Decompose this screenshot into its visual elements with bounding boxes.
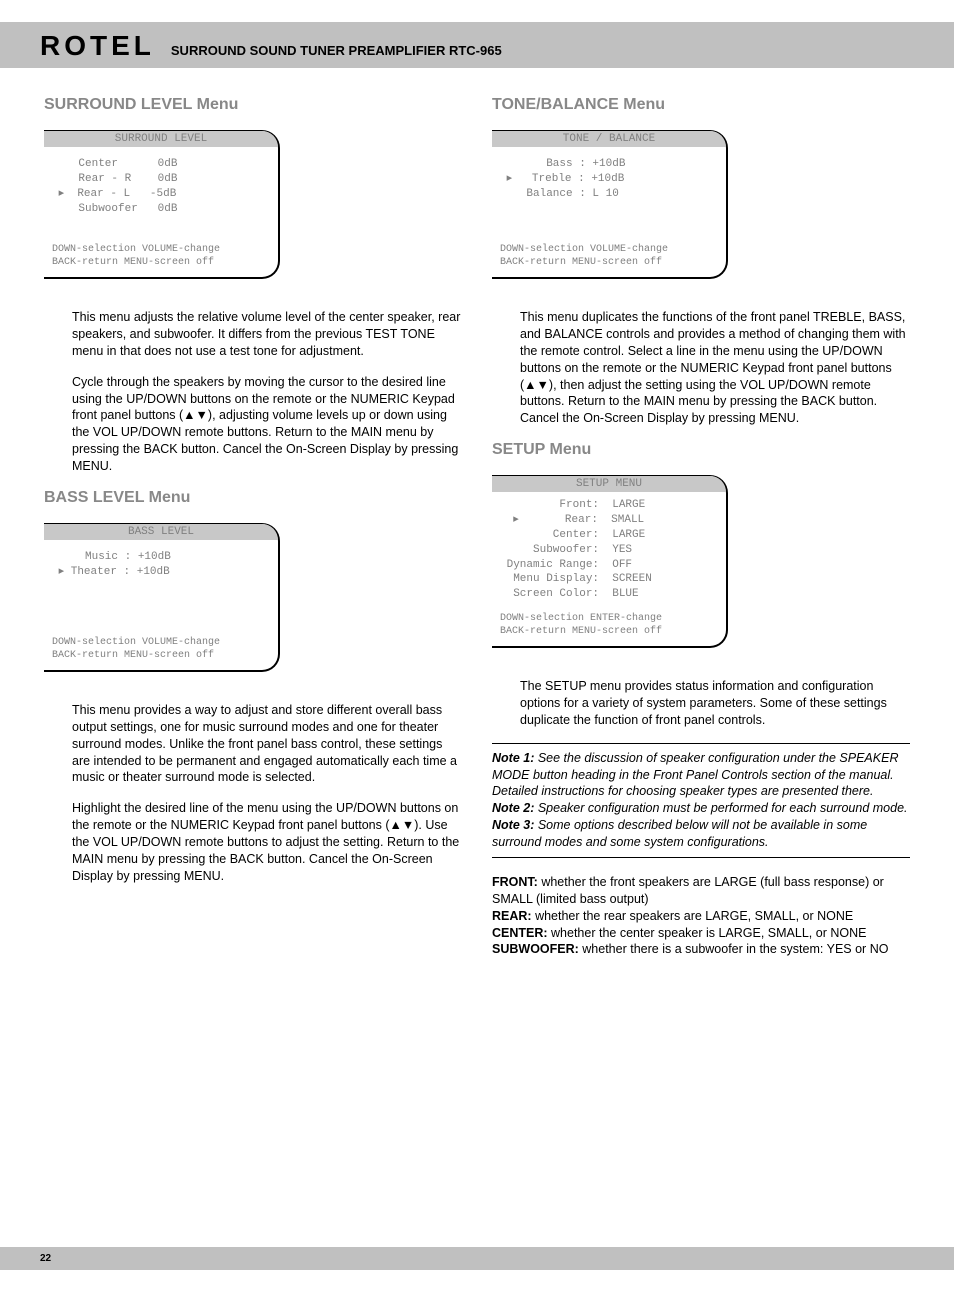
def-sub-text: whether there is a subwoofer in the syst… xyxy=(582,942,888,956)
note3-text: Some options described below will not be… xyxy=(492,818,867,849)
bass-para2: Highlight the desired line of the menu u… xyxy=(44,800,462,884)
menu-line: ▸ Treble : +10dB xyxy=(500,172,718,187)
note3: Note 3: Some options described below wil… xyxy=(492,817,910,851)
menu-line: Rear - R 0dB xyxy=(52,172,270,187)
note2-text: Speaker configuration must be performed … xyxy=(538,801,908,815)
menu-line: ▸ Rear: SMALL xyxy=(500,513,718,528)
bass-para1: This menu provides a way to adjust and s… xyxy=(44,702,462,786)
tone-balance-menu: TONE / BALANCE Bass : +10dB ▸ Treble : +… xyxy=(492,130,728,279)
menu-line: Subwoofer: YES xyxy=(500,543,718,558)
menu-line: Dynamic Range: OFF xyxy=(500,558,718,573)
menu-line: ▸ Theater : +10dB xyxy=(52,565,270,580)
content-area: SURROUND LEVEL Menu SURROUND LEVEL Cente… xyxy=(0,68,954,958)
def-center-text: whether the center speaker is LARGE, SMA… xyxy=(551,926,866,940)
def-sub-label: SUBWOOFER: xyxy=(492,942,582,956)
menu-body: Music : +10dB ▸ Theater : +10dB xyxy=(44,540,278,630)
setup-menu: SETUP MENU Front: LARGE ▸ Rear: SMALL Ce… xyxy=(492,475,728,648)
menu-line: Menu Display: SCREEN xyxy=(500,572,718,587)
menu-body: Bass : +10dB ▸ Treble : +10dB Balance : … xyxy=(492,147,726,237)
menu-footer-line: BACK-return MENU-screen off xyxy=(52,649,270,662)
menu-line: Subwoofer 0dB xyxy=(52,202,270,217)
bass-level-heading: BASS LEVEL Menu xyxy=(44,489,462,507)
menu-footer: DOWN-selection VOLUME-change BACK-return… xyxy=(492,237,726,277)
menu-line: Center: LARGE xyxy=(500,528,718,543)
def-front-text: whether the front speakers are LARGE (fu… xyxy=(492,875,884,906)
note1: Note 1: See the discussion of speaker co… xyxy=(492,750,910,801)
page-footer: 22 xyxy=(0,1247,954,1270)
menu-body: Center 0dB Rear - R 0dB ▸ Rear - L -5dB … xyxy=(44,147,278,237)
def-center: CENTER: whether the center speaker is LA… xyxy=(492,925,910,942)
def-front-label: FRONT: xyxy=(492,875,541,889)
def-center-label: CENTER: xyxy=(492,926,551,940)
def-front: FRONT: whether the front speakers are LA… xyxy=(492,874,910,908)
note1-text: See the discussion of speaker configurat… xyxy=(492,751,898,799)
menu-title: SETUP MENU xyxy=(492,476,726,492)
surround-level-heading: SURROUND LEVEL Menu xyxy=(44,96,462,114)
surround-para1: This menu adjusts the relative volume le… xyxy=(44,309,462,360)
header-bar: ROTEL SURROUND SOUND TUNER PREAMPLIFIER … xyxy=(0,22,954,68)
menu-title: SURROUND LEVEL xyxy=(44,131,278,147)
menu-title: TONE / BALANCE xyxy=(492,131,726,147)
surround-para2: Cycle through the speakers by moving the… xyxy=(44,374,462,475)
note2: Note 2: Speaker configuration must be pe… xyxy=(492,800,910,817)
note2-label: Note 2: xyxy=(492,801,538,815)
menu-line: Screen Color: BLUE xyxy=(500,587,718,602)
menu-line: ▸ Rear - L -5dB xyxy=(52,187,270,202)
notes-box: Note 1: See the discussion of speaker co… xyxy=(492,743,910,858)
setup-heading: SETUP Menu xyxy=(492,441,910,459)
menu-line: Center 0dB xyxy=(52,157,270,172)
menu-body: Front: LARGE ▸ Rear: SMALL Center: LARGE… xyxy=(492,492,726,606)
menu-line: Front: LARGE xyxy=(500,498,718,513)
menu-footer: DOWN-selection VOLUME-change BACK-return… xyxy=(44,237,278,277)
surround-level-menu: SURROUND LEVEL Center 0dB Rear - R 0dB ▸… xyxy=(44,130,280,279)
def-rear-text: whether the rear speakers are LARGE, SMA… xyxy=(535,909,853,923)
menu-footer-line: DOWN-selection ENTER-change xyxy=(500,612,718,625)
menu-footer-line: BACK-return MENU-screen off xyxy=(500,256,718,269)
menu-line: Bass : +10dB xyxy=(500,157,718,172)
tone-balance-heading: TONE/BALANCE Menu xyxy=(492,96,910,114)
def-sub: SUBWOOFER: whether there is a subwoofer … xyxy=(492,941,910,958)
note1-label: Note 1: xyxy=(492,751,538,765)
menu-footer-line: BACK-return MENU-screen off xyxy=(52,256,270,269)
menu-line: Music : +10dB xyxy=(52,550,270,565)
menu-footer: DOWN-selection ENTER-change BACK-return … xyxy=(492,606,726,646)
def-rear-label: REAR: xyxy=(492,909,535,923)
menu-footer-line: DOWN-selection VOLUME-change xyxy=(500,243,718,256)
note3-label: Note 3: xyxy=(492,818,538,832)
menu-footer-line: BACK-return MENU-screen off xyxy=(500,625,718,638)
menu-footer: DOWN-selection VOLUME-change BACK-return… xyxy=(44,630,278,670)
menu-footer-line: DOWN-selection VOLUME-change xyxy=(52,243,270,256)
page-number: 22 xyxy=(40,1253,51,1264)
header-subtitle: SURROUND SOUND TUNER PREAMPLIFIER RTC-96… xyxy=(171,43,502,58)
def-rear: REAR: whether the rear speakers are LARG… xyxy=(492,908,910,925)
bass-level-menu: BASS LEVEL Music : +10dB ▸ Theater : +10… xyxy=(44,523,280,672)
setup-para1: The SETUP menu provides status informati… xyxy=(492,678,910,729)
menu-title: BASS LEVEL xyxy=(44,524,278,540)
brand-logo: ROTEL xyxy=(40,30,155,62)
menu-line: Balance : L 10 xyxy=(500,187,718,202)
right-column: TONE/BALANCE Menu TONE / BALANCE Bass : … xyxy=(492,96,910,958)
left-column: SURROUND LEVEL Menu SURROUND LEVEL Cente… xyxy=(44,96,462,958)
tone-para1: This menu duplicates the functions of th… xyxy=(492,309,910,427)
definitions: FRONT: whether the front speakers are LA… xyxy=(492,874,910,958)
menu-footer-line: DOWN-selection VOLUME-change xyxy=(52,636,270,649)
